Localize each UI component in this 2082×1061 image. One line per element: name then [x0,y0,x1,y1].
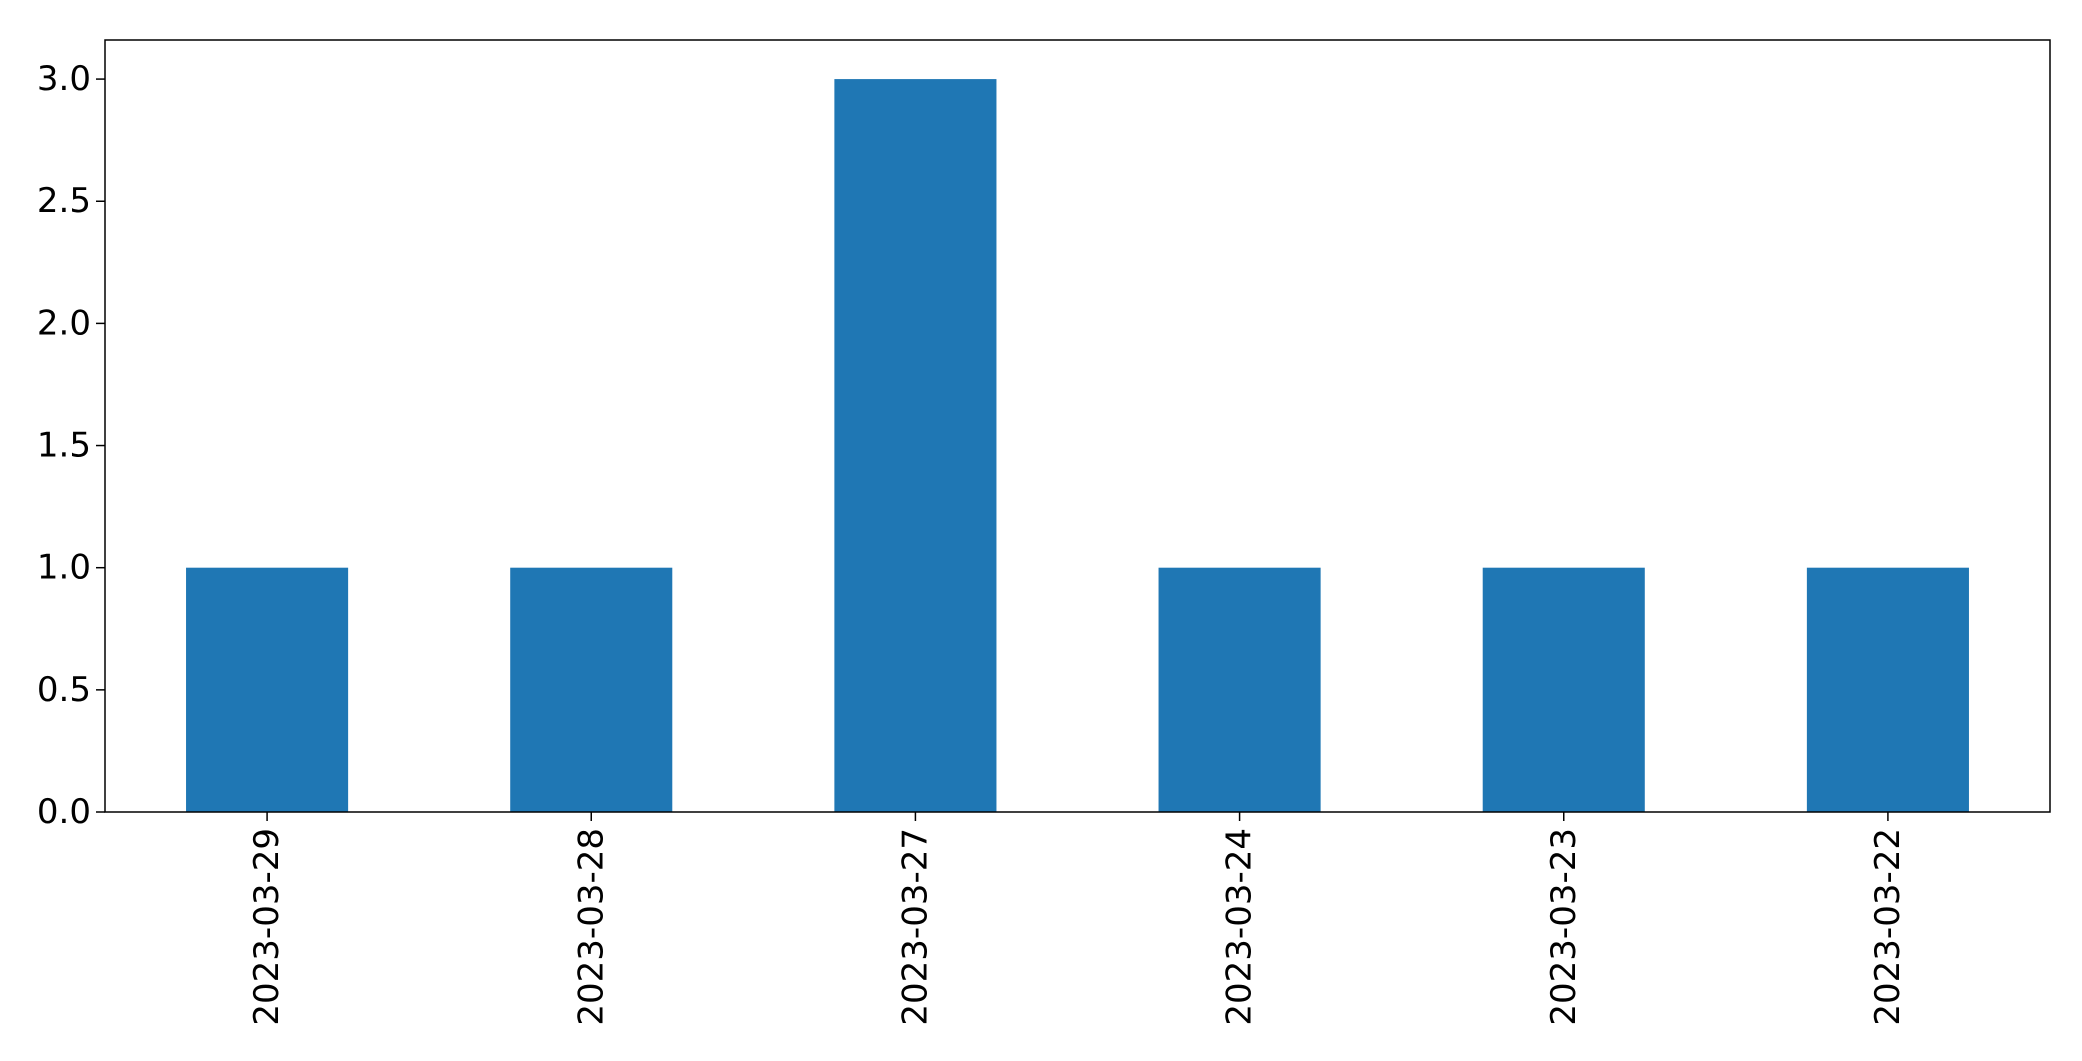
bar-2023-03-27 [834,79,997,812]
x-tick-label: 2023-03-22 [1868,828,1908,1026]
y-tick-label: 0.0 [37,792,91,832]
y-axis: 0.0 0.5 1.0 1.5 2.0 2.5 3.0 [37,59,105,832]
x-axis: 2023-03-29 2023-03-28 2023-03-27 2023-03-24… [247,812,1908,1026]
x-tick-label: 2023-03-27 [895,828,935,1026]
y-tick-label: 1.0 [37,548,91,588]
bars-group [186,79,1969,812]
bar-2023-03-29 [186,567,349,812]
x-tick-label: 2023-03-28 [571,828,611,1026]
bar-2023-03-24 [1158,567,1321,812]
x-tick-label: 2023-03-23 [1544,828,1584,1026]
bar-2023-03-22 [1806,567,1969,812]
bar-2023-03-23 [1482,567,1645,812]
y-tick-label: 3.0 [37,59,91,99]
y-tick-label: 1.5 [37,426,91,466]
x-tick-label: 2023-03-24 [1220,828,1260,1026]
plot-frame [104,39,2051,813]
y-tick-label: 0.5 [37,670,91,710]
y-tick-label: 2.5 [37,181,91,221]
y-tick-label: 2.0 [37,303,91,343]
x-tick-label: 2023-03-29 [247,828,287,1026]
bar-2023-03-28 [510,567,673,812]
